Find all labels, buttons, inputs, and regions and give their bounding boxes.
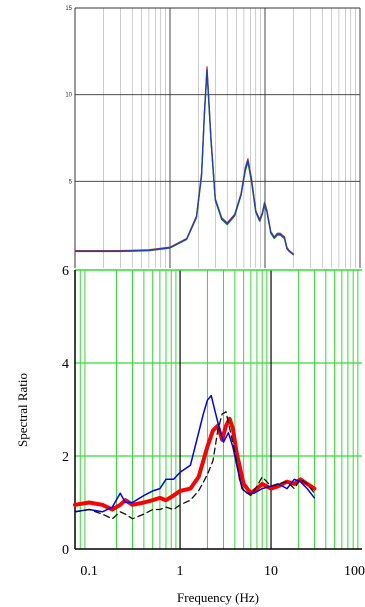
bottom-y-tick-label: 0: [62, 543, 69, 558]
top-y-tick-label: 15: [65, 6, 72, 12]
top-y-tick-label: 10: [65, 93, 72, 99]
bottom-x-tick-label: 100: [344, 564, 365, 579]
y-axis-title: Spectral Ratio: [15, 373, 30, 447]
x-axis-title: Frequency (Hz): [177, 590, 259, 605]
bottom-x-tick-label: 0.1: [80, 564, 98, 579]
bottom-y-tick-label: 6: [62, 264, 69, 279]
top-y-tick-label: 5: [69, 179, 73, 185]
bottom-spectral-ratio-chart: 0 2 4 6 0.1 1 10 100 Frequency (Hz) Spectral Rati…: [15, 264, 365, 605]
bottom-y-tick-label: 4: [62, 357, 69, 372]
bottom-y-tick-label: 2: [62, 450, 69, 465]
bottom-x-tick-label: 1: [177, 564, 184, 579]
top-series-line-2: [75, 68, 295, 256]
bottom-x-tick-label: 10: [264, 564, 278, 579]
bottom-series-line-2: [74, 411, 316, 520]
top-transfer-function-chart: 15 10 5: [65, 6, 361, 268]
